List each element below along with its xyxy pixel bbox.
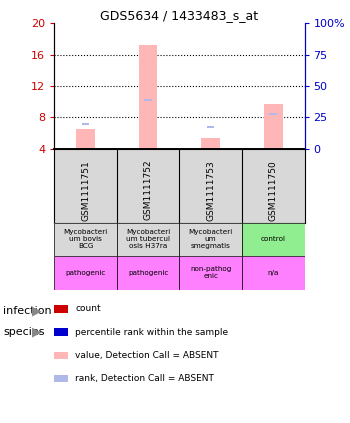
Bar	[76, 129, 95, 148]
Text: Mycobacteri
um tubercul
osis H37ra: Mycobacteri um tubercul osis H37ra	[126, 229, 170, 250]
Text: Mycobacteri
um bovis
BCG: Mycobacteri um bovis BCG	[63, 229, 108, 250]
Text: GSM1111752: GSM1111752	[144, 160, 153, 220]
Text: ▶: ▶	[32, 326, 42, 338]
Bar	[82, 123, 89, 124]
Text: value, Detection Call = ABSENT: value, Detection Call = ABSENT	[75, 351, 219, 360]
Bar	[117, 222, 179, 256]
Bar	[144, 99, 152, 101]
Text: percentile rank within the sample: percentile rank within the sample	[75, 327, 228, 337]
Bar	[242, 256, 304, 290]
Text: non-pathog
enic: non-pathog enic	[190, 266, 231, 280]
Bar	[179, 222, 242, 256]
Text: species: species	[4, 327, 45, 337]
Bar	[117, 256, 179, 290]
Text: GSM1111750: GSM1111750	[269, 160, 278, 220]
Text: ▶: ▶	[32, 305, 42, 317]
Bar	[139, 45, 158, 148]
Bar	[54, 256, 117, 290]
Bar	[207, 126, 215, 128]
Text: control: control	[261, 236, 286, 242]
Text: pathogenic: pathogenic	[65, 270, 106, 276]
Text: count: count	[75, 304, 101, 313]
Bar	[54, 222, 117, 256]
Bar	[264, 104, 282, 148]
Text: GSM1111751: GSM1111751	[81, 160, 90, 220]
Text: infection: infection	[4, 306, 52, 316]
Bar	[201, 138, 220, 148]
Title: GDS5634 / 1433483_s_at: GDS5634 / 1433483_s_at	[100, 9, 258, 22]
Bar	[242, 222, 304, 256]
Bar	[270, 113, 277, 115]
Text: GSM1111753: GSM1111753	[206, 160, 215, 220]
Text: Mycobacteri
um
smegmatis: Mycobacteri um smegmatis	[189, 229, 233, 250]
Text: rank, Detection Call = ABSENT: rank, Detection Call = ABSENT	[75, 374, 214, 383]
Text: pathogenic: pathogenic	[128, 270, 168, 276]
Text: n/a: n/a	[267, 270, 279, 276]
Bar	[179, 256, 242, 290]
